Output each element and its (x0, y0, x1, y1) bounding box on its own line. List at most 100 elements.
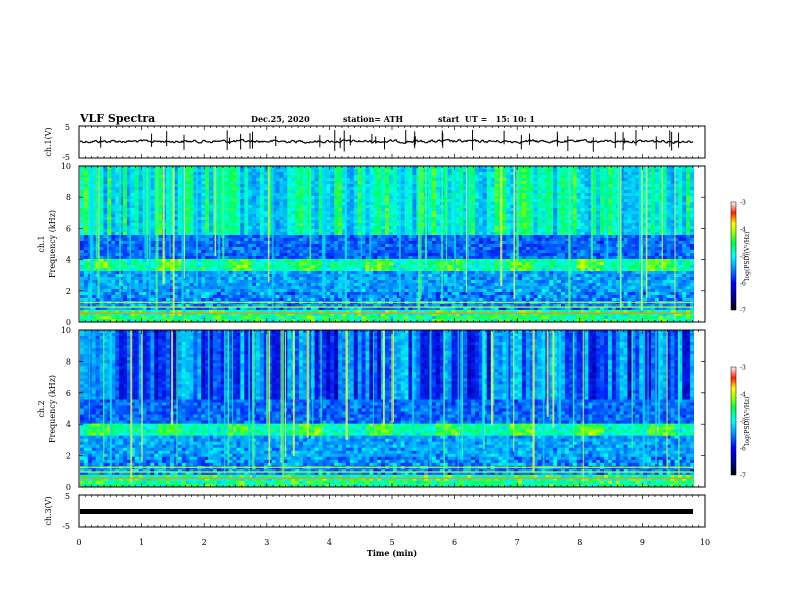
spectrogram-cell (604, 199, 609, 203)
spectrogram-cell (138, 253, 143, 257)
spectrogram-cell (134, 172, 140, 176)
spectrogram-cell (408, 238, 413, 242)
spectrogram-cell (662, 250, 668, 254)
spectrogram-cell (455, 220, 460, 224)
spectrogram-cell (686, 223, 691, 227)
spectrogram-cell (365, 244, 370, 248)
spectrogram-cell (271, 238, 276, 242)
spectrogram-cell (205, 244, 210, 248)
spectrogram-cell (295, 241, 300, 245)
spectrogram-cell (682, 235, 687, 239)
spectrogram-cell (611, 214, 617, 218)
spectrogram-cell (541, 214, 546, 218)
spectrogram-cell (596, 178, 601, 182)
spectrogram-cell (643, 256, 648, 260)
spectrogram-cell (447, 187, 452, 191)
spectrogram-cell (299, 208, 304, 212)
spectrogram-cell (635, 169, 640, 173)
spectrogram-cell (349, 181, 355, 185)
spectrogram-cell (345, 217, 351, 221)
spectrogram-cell (604, 232, 609, 236)
spectrogram-cell (431, 199, 437, 203)
spectrogram-cell (463, 241, 468, 245)
spectrogram-cell (232, 196, 237, 200)
spectrogram-cell (545, 235, 550, 239)
spectrogram-cell (115, 199, 120, 203)
spectrogram-cell (459, 175, 464, 179)
spectrogram-cell (150, 250, 155, 254)
spectrogram-cell (662, 172, 668, 176)
spectrogram-cell (564, 250, 570, 254)
spectrogram-cell (607, 178, 613, 182)
spectrogram-cell (388, 178, 394, 182)
spectrogram-cell (576, 211, 581, 215)
spectrogram-cell (690, 232, 695, 236)
spectrogram-cell (205, 247, 210, 251)
spectrogram-cell (365, 166, 370, 170)
spectrogram-cell (635, 184, 640, 188)
spectrogram-cell (435, 169, 441, 173)
spectrogram-cell (514, 181, 519, 185)
spectrogram-cell (404, 190, 409, 194)
spectrogram-cell (650, 205, 656, 209)
spectrogram-cell (267, 175, 273, 179)
spectrogram-cell (342, 244, 347, 248)
spectrogram-cell (529, 193, 535, 197)
spectrogram-cell (467, 220, 472, 224)
spectrogram-cell (561, 193, 566, 197)
spectrogram-cell (150, 187, 155, 191)
spectrogram-cell (529, 256, 535, 260)
spectrogram-cell (373, 256, 378, 260)
spectrogram-cell (682, 178, 687, 182)
spectrogram-cell (420, 238, 425, 242)
spectrogram-cell (474, 214, 480, 218)
spectrogram-cell (553, 184, 558, 188)
spectrogram-cell (255, 232, 261, 236)
spectrogram-cell (643, 220, 648, 224)
spectrogram-cell (455, 244, 460, 248)
spectrogram-cell (584, 229, 589, 233)
spectrogram-cell (236, 199, 241, 203)
spectrogram-cell (643, 247, 648, 251)
figure-title: VLF Spectra (80, 112, 156, 125)
spectrogram-cell (244, 199, 249, 203)
spectrogram-cell (529, 166, 535, 170)
spectrogram-cell (326, 193, 331, 197)
spectrogram-cell (627, 226, 632, 230)
spectrogram-cell (471, 214, 476, 218)
spectrogram-cell (541, 238, 546, 242)
spectrogram-cell (123, 199, 128, 203)
spectrogram-cell (146, 235, 151, 239)
spectrogram-cell (572, 220, 578, 224)
spectrogram-cell (435, 166, 441, 170)
spectrogram-cell (232, 256, 237, 260)
spectrogram-cell (584, 196, 589, 200)
spectrogram-cell (549, 184, 554, 188)
spectrogram-cell (600, 211, 605, 215)
spectrogram-cell (408, 199, 413, 203)
spectrogram-cell (396, 190, 402, 194)
spectrogram-cell (283, 190, 288, 194)
spectrogram-cell (99, 235, 104, 239)
spectrogram-cell (643, 238, 648, 242)
spectrogram-cell (197, 184, 202, 188)
spectrogram-cell (666, 226, 671, 230)
spectrogram-cell (650, 229, 656, 233)
spectrogram-cell (510, 220, 515, 224)
spectrogram-cell (291, 199, 296, 203)
spectrogram-cell (564, 205, 570, 209)
spectrogram-cell (459, 223, 464, 227)
spectrogram-cell (553, 226, 558, 230)
spectrogram-cell (99, 256, 104, 260)
spectrogram-cell (537, 241, 542, 245)
spectrogram-cell (83, 241, 89, 245)
spectrogram-cell (232, 211, 237, 215)
spectrogram-cell (248, 205, 253, 209)
spectrogram-cell (490, 235, 495, 239)
spectrogram-cell (549, 199, 554, 203)
spectrogram-cell (490, 169, 495, 173)
spectrogram-cell (635, 247, 640, 251)
spectrogram-cell (377, 214, 382, 218)
spectrogram-cell (169, 244, 175, 248)
spectrogram-cell (330, 193, 335, 197)
